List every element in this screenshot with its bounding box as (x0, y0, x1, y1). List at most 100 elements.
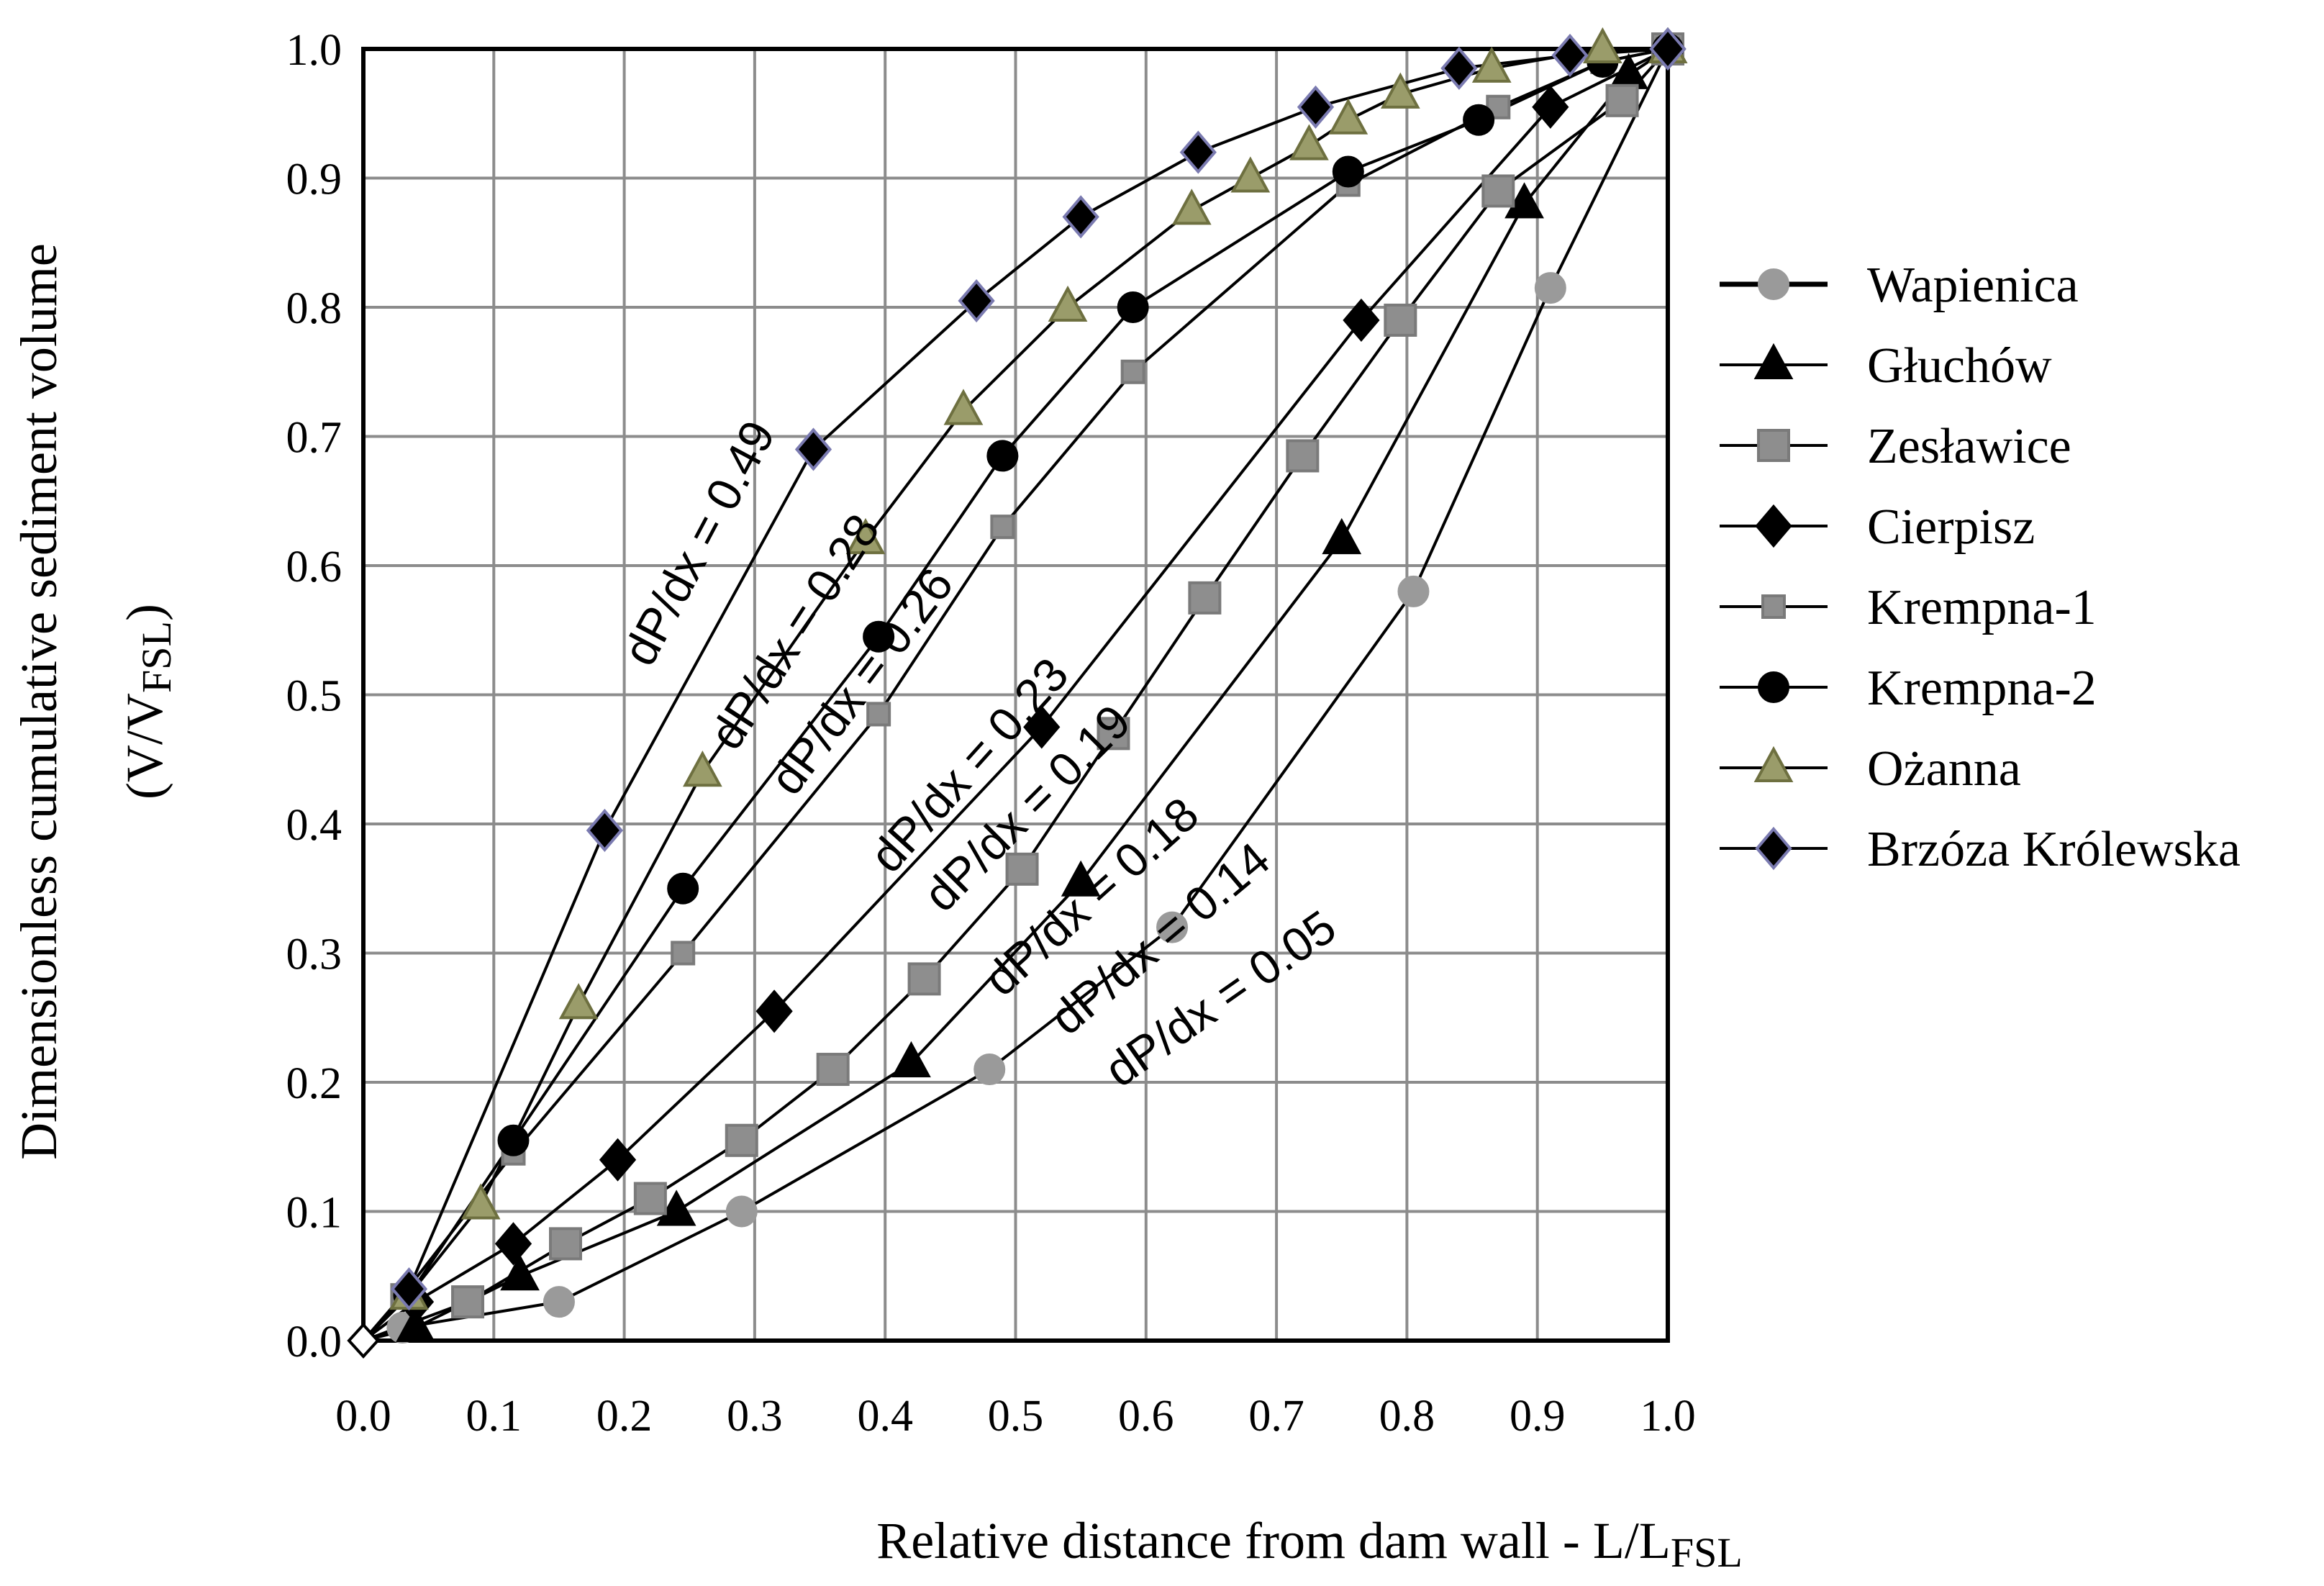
legend-marker (1753, 746, 1794, 782)
series-line (362, 47, 1668, 1342)
data-point (1471, 46, 1512, 83)
y-axis-title-2-sub: FSL (133, 621, 180, 693)
legend-marker (1758, 268, 1789, 300)
data-point (986, 440, 1019, 472)
y-tick-label: 1.0 (286, 26, 342, 75)
data-point (451, 1285, 485, 1319)
data-point (1463, 104, 1495, 136)
data-point (907, 962, 941, 996)
y-axis-title-2-main: (V/V (116, 693, 173, 799)
y-tick-label: 0.8 (286, 284, 342, 333)
plot-frame (361, 47, 1670, 1343)
x-tick-label: 0.8 (1379, 1392, 1435, 1441)
x-tick-label: 0.9 (1510, 1392, 1566, 1441)
data-point (1534, 272, 1566, 304)
data-point (866, 702, 891, 727)
x-axis-title-sub: FSL (1671, 1529, 1743, 1576)
data-point (1286, 439, 1320, 473)
data-point (667, 872, 699, 905)
data-point (497, 1124, 530, 1156)
data-point (1649, 27, 1687, 71)
y-tick-label: 0.2 (286, 1059, 342, 1108)
data-point (1481, 174, 1515, 208)
x-tick-label: 0.6 (1118, 1392, 1174, 1441)
y-tick-label: 0.7 (286, 414, 342, 463)
data-point (943, 389, 984, 425)
data-point (1384, 303, 1417, 337)
data-point (558, 983, 599, 1020)
tick-labels: 0.0 0.1 0.2 0.3 0.4 0.5 0.6 0.7 0.8 0.9 1.0 0.0 0.1 0… (286, 26, 1696, 1441)
data-point (460, 1183, 501, 1220)
data-point (1023, 705, 1061, 749)
grid (361, 47, 1670, 1343)
origin-marker (347, 1323, 380, 1359)
x-tick-label: 0.5 (988, 1392, 1044, 1441)
data-point (1440, 46, 1478, 91)
data-point (990, 515, 1015, 540)
x-tick-label: 0.2 (596, 1392, 653, 1441)
x-tick-label: 0.3 (727, 1392, 783, 1441)
x-tick-label: 0.7 (1248, 1392, 1304, 1441)
y-tick-label: 0.4 (286, 801, 342, 850)
series-markers (347, 27, 1688, 1359)
legend-label: Cierpisz (1867, 499, 2035, 555)
data-point (1171, 189, 1212, 225)
legend-label: Ożanna (1867, 741, 2021, 797)
x-axis-title-main: Relative distance from dam wall - L/L (876, 1512, 1671, 1569)
data-point (390, 1267, 428, 1311)
data-point (1061, 860, 1101, 897)
data-point (633, 1182, 667, 1215)
data-point (1120, 359, 1145, 384)
data-point (1289, 124, 1329, 160)
data-point (656, 1190, 696, 1226)
data-point (671, 941, 696, 966)
data-point (1504, 182, 1544, 219)
data-point (1188, 581, 1222, 615)
data-point (1097, 717, 1130, 751)
legend-label: Brzóza Królewska (1867, 822, 2241, 877)
legend-label: Głuchów (1867, 338, 2052, 394)
x-tick-label: 0.1 (466, 1392, 522, 1441)
data-point (1005, 852, 1039, 886)
data-point (1605, 83, 1639, 117)
slope-annotation: dP/dx = 0.49 (612, 412, 785, 674)
data-point (1117, 291, 1149, 323)
data-point (1322, 517, 1362, 555)
legend-label: Zesławice (1867, 419, 2071, 474)
y-tick-label: 0.1 (286, 1189, 342, 1238)
data-point (973, 1053, 1006, 1086)
y-axis-title-2: (V/VFSL) (116, 604, 180, 799)
data-point (500, 1254, 540, 1291)
y-axis-title: Dimensionless cumulative sediment volume (10, 243, 68, 1160)
legend-label: Krempna-2 (1867, 661, 2097, 716)
y-tick-label: 0.5 (286, 672, 342, 721)
data-point (755, 989, 793, 1033)
data-point (549, 1227, 583, 1261)
x-tick-label: 1.0 (1640, 1392, 1696, 1441)
legend-marker (1755, 826, 1792, 871)
legend-marker (1761, 594, 1786, 619)
y-tick-label: 0.0 (286, 1318, 342, 1367)
legend-marker (1758, 671, 1789, 703)
data-point (1328, 98, 1368, 135)
data-point (1297, 85, 1335, 129)
data-point (958, 278, 995, 323)
data-point (1532, 85, 1569, 129)
data-point (1048, 285, 1088, 322)
data-point (1179, 130, 1217, 174)
legend-label: Wapienica (1867, 258, 2079, 313)
legend-label: Krempna-1 (1867, 580, 2097, 635)
data-point (1230, 156, 1271, 193)
data-point (683, 751, 722, 787)
y-tick-label: 0.3 (286, 930, 342, 979)
legend-marker (1755, 504, 1792, 548)
legend-marker (1757, 429, 1790, 462)
data-point (1582, 27, 1622, 63)
data-point (794, 427, 832, 471)
y-tick-label: 0.6 (286, 543, 342, 592)
legend-marker (1753, 343, 1794, 379)
x-axis-title: Relative distance from dam wall - L/LFSL (876, 1512, 1743, 1576)
data-point (1551, 33, 1589, 78)
